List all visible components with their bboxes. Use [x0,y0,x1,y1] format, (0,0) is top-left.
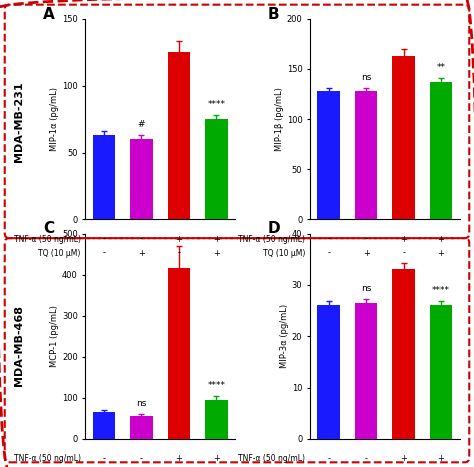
Text: +: + [363,248,370,258]
Text: ns: ns [361,283,371,292]
Bar [430,82,452,219]
Text: -: - [140,234,143,244]
Bar [318,91,340,219]
Bar [93,412,115,439]
Y-axis label: MCP-1 (pg/mL): MCP-1 (pg/mL) [50,305,59,367]
Text: -: - [102,248,106,258]
Bar [355,91,377,219]
Text: -: - [327,248,330,258]
Text: +: + [400,234,407,244]
Text: -: - [327,234,330,244]
Bar [205,400,228,439]
Text: +: + [438,234,445,244]
Text: TNF-α (50 ng/mL): TNF-α (50 ng/mL) [14,454,81,463]
Y-axis label: MIP-1α (pg/mL): MIP-1α (pg/mL) [50,87,59,151]
Bar [130,417,153,439]
Bar [392,269,415,439]
Text: +: + [213,248,220,258]
Text: ns: ns [361,73,371,82]
Text: #: # [138,120,145,129]
Text: +: + [213,454,220,463]
Text: -: - [365,234,368,244]
Y-axis label: MIP-1β (pg/mL): MIP-1β (pg/mL) [275,87,284,151]
Bar [168,269,190,439]
Text: +: + [138,248,145,258]
Text: +: + [213,234,220,244]
Text: +: + [400,454,407,463]
Text: TNF-α (50 ng/mL): TNF-α (50 ng/mL) [238,454,305,463]
Text: C: C [44,221,55,236]
Text: +: + [175,234,182,244]
Text: D: D [268,221,281,236]
Text: TNF-α (50 ng/mL): TNF-α (50 ng/mL) [14,234,81,244]
Y-axis label: MIP-3α (pg/mL): MIP-3α (pg/mL) [280,304,289,368]
Text: -: - [102,234,106,244]
Text: -: - [177,248,181,258]
Text: A: A [44,7,55,21]
Bar [205,119,228,219]
Text: -: - [102,454,106,463]
Bar [130,139,153,219]
Text: TQ (10 μM): TQ (10 μM) [38,248,81,258]
Text: -: - [402,248,405,258]
Text: +: + [438,454,445,463]
Text: MDA-MB-468: MDA-MB-468 [14,305,24,386]
Text: ****: **** [208,381,225,389]
Text: B: B [268,7,280,21]
Text: ****: **** [208,100,225,109]
Text: -: - [140,454,143,463]
Bar [93,135,115,219]
Text: ns: ns [137,399,146,408]
Text: **: ** [437,63,446,72]
Bar [430,305,452,439]
Bar [318,305,340,439]
Text: +: + [438,248,445,258]
Bar [168,52,190,219]
Text: MDA-MB-231: MDA-MB-231 [14,81,24,162]
Bar [355,303,377,439]
Text: TQ (10 μM): TQ (10 μM) [263,248,305,258]
Text: TNF-α (50 ng/mL): TNF-α (50 ng/mL) [238,234,305,244]
Text: -: - [365,454,368,463]
Text: -: - [327,454,330,463]
Text: ****: **** [432,286,450,295]
Text: +: + [175,454,182,463]
Bar [392,56,415,219]
